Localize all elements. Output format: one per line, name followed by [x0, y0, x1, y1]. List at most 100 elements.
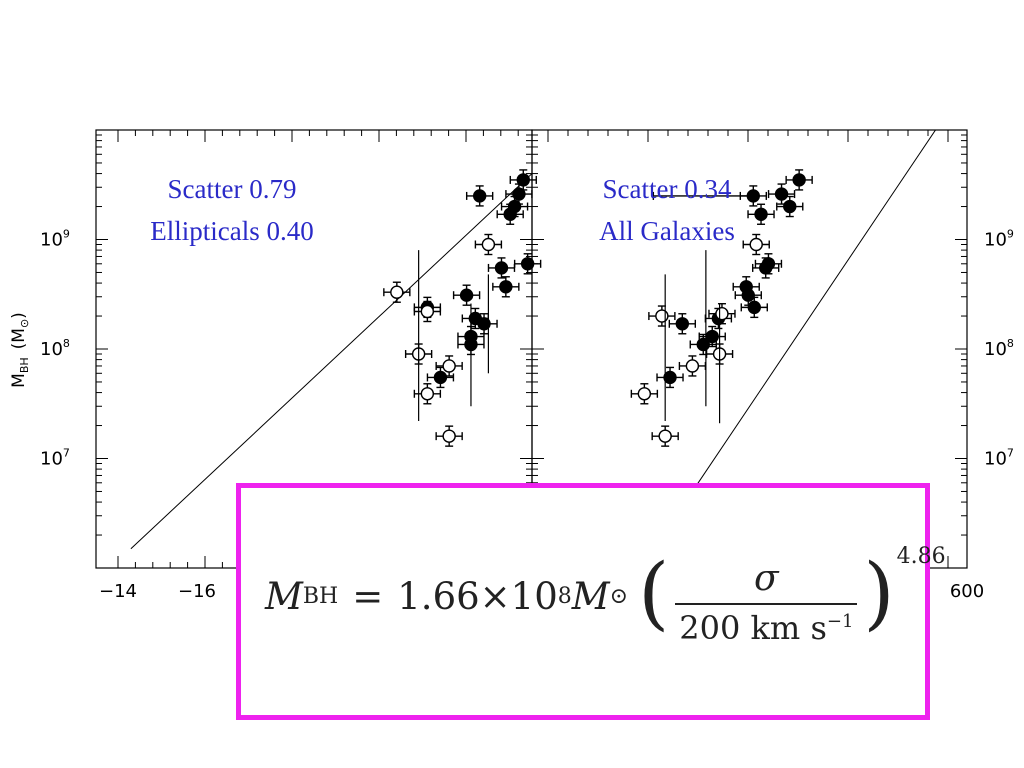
filled-marker — [520, 257, 535, 271]
y-tick-base: 10 — [984, 230, 1007, 251]
left-annotation-line-2: Ellipticals 0.40 — [150, 216, 313, 246]
open-marker — [637, 387, 652, 401]
x-tick-label-right-0: 600 — [950, 581, 984, 602]
data-point — [509, 169, 537, 191]
formula-coef-exp: 8 — [557, 584, 572, 609]
y-tick-exp: 9 — [63, 228, 70, 241]
data-point — [740, 296, 768, 319]
data-point — [383, 281, 411, 303]
formula-numerator: σ — [754, 558, 779, 599]
formula-fraction: σ 200 km s−1 — [675, 558, 858, 647]
filled-marker — [472, 189, 487, 203]
left-annotation-line-1: Scatter 0.79 — [168, 174, 297, 204]
filled-marker — [494, 261, 509, 275]
data-point — [651, 425, 679, 447]
data-point — [668, 313, 697, 335]
y-tick-label-right-0: 107 — [984, 447, 1014, 470]
data-point — [492, 276, 520, 298]
svg-text:MBH(M⊙): MBH (M⊙) — [9, 312, 31, 388]
open-marker — [715, 307, 729, 321]
filled-marker — [512, 187, 526, 201]
formula-sun-sub: ⊙ — [609, 584, 629, 609]
open-marker — [420, 387, 435, 401]
data-point — [742, 233, 770, 256]
data-point — [435, 355, 463, 377]
data-point — [656, 366, 684, 389]
data-points — [326, 169, 813, 536]
ylabel-units: (M — [9, 328, 29, 349]
data-point — [648, 305, 676, 327]
formula-msun: M — [571, 575, 610, 618]
data-point — [630, 383, 659, 405]
open-marker — [420, 304, 435, 319]
y-tick-base: 10 — [40, 230, 63, 251]
open-marker — [685, 359, 700, 373]
data-point — [776, 195, 804, 218]
fit-lines — [130, 130, 937, 550]
x-tick-label-left-1: −16 — [178, 581, 216, 602]
y-tick-label-right-1: 108 — [984, 337, 1014, 360]
filled-marker — [747, 300, 761, 315]
data-point — [465, 185, 494, 207]
filled-marker — [774, 187, 789, 201]
data-point — [734, 284, 762, 306]
y-tick-base: 10 — [984, 339, 1007, 360]
fit-line-right — [684, 130, 937, 503]
y-axis-label: MBH (M⊙) — [9, 312, 31, 388]
data-point — [747, 203, 775, 225]
y-tick-base: 10 — [40, 449, 63, 470]
formula-bh: BH — [302, 584, 339, 609]
data-point — [698, 325, 726, 348]
data-point — [452, 284, 481, 306]
y-tick-exp: 8 — [1007, 337, 1014, 350]
data-point — [435, 425, 463, 447]
formula-m: M — [265, 575, 303, 618]
open-marker — [658, 429, 672, 443]
data-point — [487, 257, 516, 279]
formula-coef: 1.66×10 — [397, 575, 558, 618]
ylabel-sun: ⊙ — [18, 319, 31, 328]
y-tick-base: 10 — [40, 339, 63, 360]
open-marker — [390, 285, 404, 299]
filled-marker — [499, 280, 513, 294]
filled-marker — [663, 370, 677, 385]
filled-marker — [516, 173, 530, 187]
formula-paren-close: ) — [863, 545, 895, 639]
y-tick-exp: 8 — [63, 337, 70, 350]
y-tick-label-left-0: 107 — [40, 447, 70, 470]
data-point — [426, 366, 455, 389]
open-marker — [442, 359, 456, 373]
filled-marker — [433, 370, 448, 385]
formula-power: 4.86 — [896, 544, 946, 569]
x-tick-label-left-0: −14 — [99, 581, 137, 602]
filled-marker — [705, 329, 719, 344]
data-point — [470, 313, 498, 335]
filled-marker — [741, 288, 755, 302]
formula-den-exp: −1 — [826, 611, 854, 632]
y-tick-exp: 7 — [1007, 447, 1014, 460]
open-marker — [655, 309, 669, 323]
y-tick-label-right-2: 109 — [984, 228, 1014, 251]
data-point — [678, 355, 707, 377]
formula-equals: = — [352, 575, 384, 618]
filled-marker — [754, 207, 768, 221]
ylabel-sub: BH — [18, 357, 31, 373]
fit-line-left — [130, 173, 532, 550]
data-point — [767, 183, 796, 205]
formula-box: M BH = 1.66×10 8 M ⊙ ( σ 200 km s−1 ) 4.86 — [236, 483, 946, 720]
data-point — [754, 253, 783, 275]
data-point — [785, 169, 813, 191]
y-tick-base: 10 — [984, 449, 1007, 470]
right-annotation-line-1: Scatter 0.34 — [603, 174, 732, 204]
filled-marker — [477, 317, 491, 331]
open-marker — [481, 237, 496, 252]
msigma-formula: M BH = 1.66×10 8 M ⊙ ( σ 200 km s−1 ) 4.86 — [265, 544, 946, 647]
y-tick-label-left-1: 108 — [40, 337, 70, 360]
open-marker — [749, 237, 763, 252]
filled-marker — [675, 317, 690, 331]
y-tick-label-left-2: 109 — [40, 228, 70, 251]
filled-marker — [783, 199, 797, 214]
data-point — [413, 300, 442, 323]
